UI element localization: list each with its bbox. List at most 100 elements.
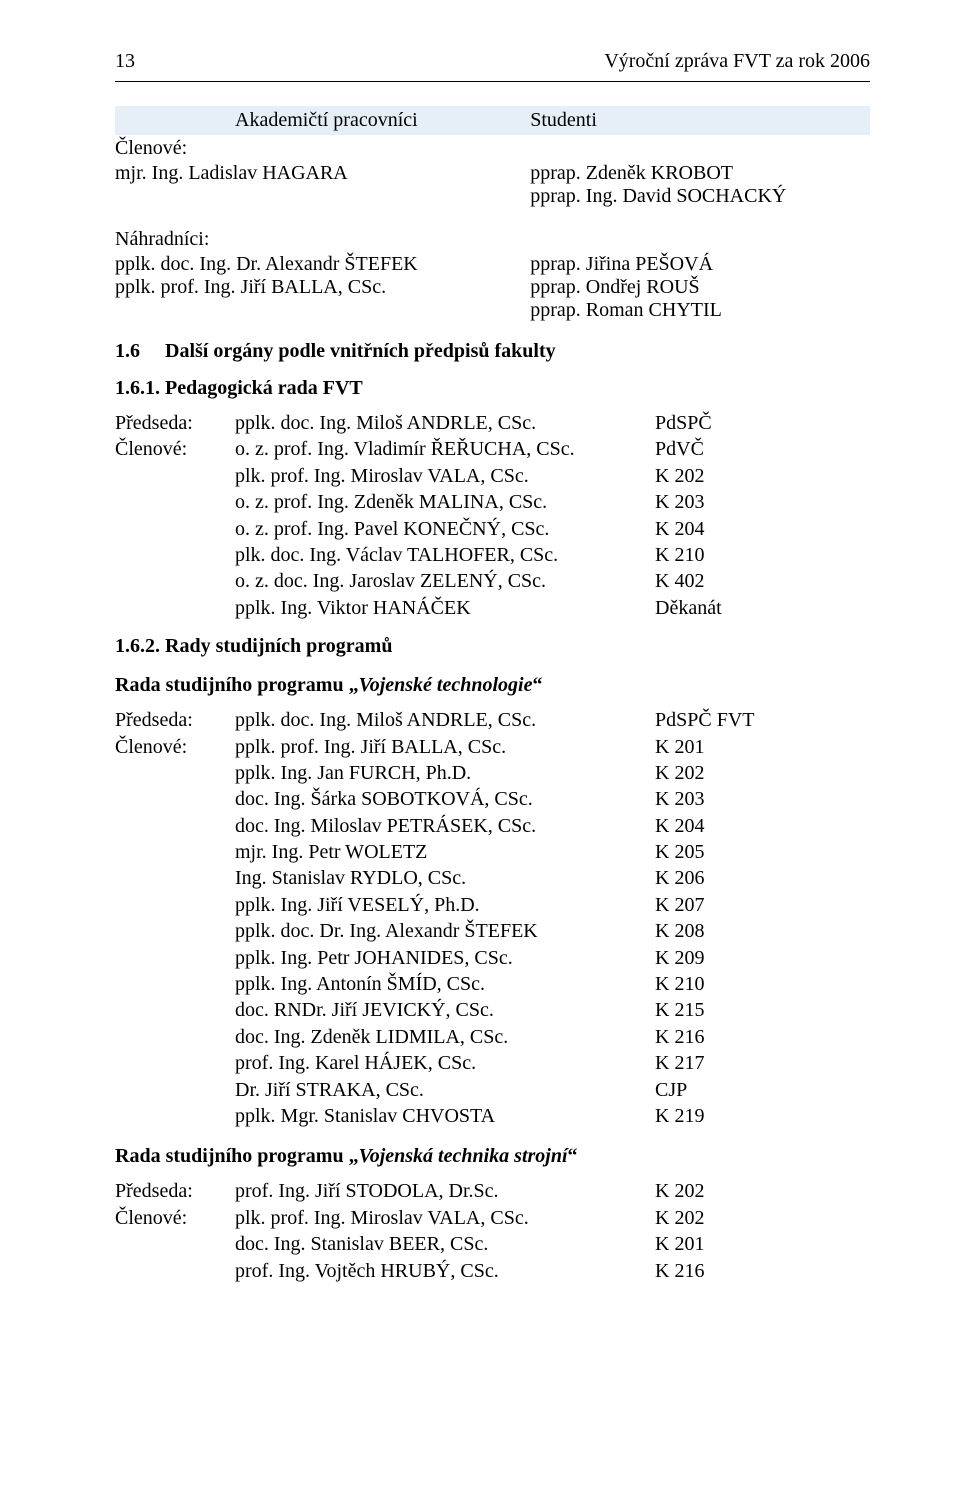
table-row: pplk. doc. Dr. Ing. Alexandr ŠTEFEKK 208 [115, 918, 870, 944]
program-vts-title: Rada studijního programu „Vojenská techn… [115, 1145, 870, 1168]
person: pplk. Mgr. Stanislav CHVOSTA [235, 1103, 655, 1129]
section-title: Další orgány podle vnitřních předpisů fa… [165, 340, 870, 363]
dept: K 201 [655, 1231, 815, 1257]
table-row: Dr. Jiří STRAKA, CSc.CJP [115, 1077, 870, 1103]
table-row: prof. Ing. Karel HÁJEK, CSc.K 217 [115, 1050, 870, 1076]
section-number: 1.6 [115, 340, 165, 363]
dept: K 217 [655, 1050, 815, 1076]
section-1-6-1: 1.6.1. Pedagogická rada FVT [115, 377, 870, 400]
dept: K 202 [655, 760, 815, 786]
substitutes-label: Náhradníci: [115, 228, 870, 251]
section-1-6-2: 1.6.2. Rady studijních programů [115, 635, 870, 658]
members-block: mjr. Ing. Ladislav HAGARA pprap. Zdeněk … [115, 162, 870, 208]
person: doc. Ing. Stanislav BEER, CSc. [235, 1231, 655, 1257]
person: o. z. prof. Ing. Zdeněk MALINA, CSc. [235, 489, 655, 515]
header-title: Výroční zpráva FVT za rok 2006 [604, 50, 870, 73]
dept: K 203 [655, 786, 815, 812]
role-label: Předseda: [115, 707, 235, 733]
person: prof. Ing. Karel HÁJEK, CSc. [235, 1050, 655, 1076]
title-suffix: “ [568, 1145, 578, 1167]
table-row: plk. doc. Ing. Václav TALHOFER, CSc.K 21… [115, 542, 870, 568]
table-row: pplk. Ing. Jiří VESELÝ, Ph.D.K 207 [115, 892, 870, 918]
dept: PdSPČ [655, 410, 815, 436]
table-row: pplk. Ing. Jan FURCH, Ph.D.K 202 [115, 760, 870, 786]
sub-right: pprap. Roman CHYTIL [530, 299, 870, 322]
person: pplk. Ing. Jiří VESELÝ, Ph.D. [235, 892, 655, 918]
section-1-6: 1.6 Další orgány podle vnitřních předpis… [115, 340, 870, 363]
table-row: doc. Ing. Miloslav PETRÁSEK, CSc.K 204 [115, 813, 870, 839]
table-row: mjr. Ing. Petr WOLETZK 205 [115, 839, 870, 865]
banner-right: Studenti [530, 109, 870, 132]
dept: K 203 [655, 489, 815, 515]
dept: K 204 [655, 516, 815, 542]
person: Ing. Stanislav RYDLO, CSc. [235, 865, 655, 891]
member-right: pprap. Ing. David SOCHACKÝ [530, 185, 870, 208]
dept: K 202 [655, 1178, 815, 1204]
substitutes-block: pplk. doc. Ing. Dr. Alexandr ŠTEFEK pplk… [115, 253, 870, 322]
table-row: Členové: pplk. prof. Ing. Jiří BALLA, CS… [115, 734, 870, 760]
sub-left: pplk. prof. Ing. Jiří BALLA, CSc. [115, 276, 530, 299]
person: o. z. prof. Ing. Pavel KONEČNÝ, CSc. [235, 516, 655, 542]
dept: K 205 [655, 839, 815, 865]
dept: K 210 [655, 542, 815, 568]
table-row: pplk. Mgr. Stanislav CHVOSTAK 219 [115, 1103, 870, 1129]
dept: PdVČ [655, 436, 815, 462]
dept: K 216 [655, 1024, 815, 1050]
member-right: pprap. Zdeněk KROBOT [530, 162, 870, 185]
person: pplk. doc. Ing. Miloš ANDRLE, CSc. [235, 410, 655, 436]
dept: K 210 [655, 971, 815, 997]
dept: K 202 [655, 463, 815, 489]
dept: K 215 [655, 997, 815, 1023]
table-row: o. z. prof. Ing. Zdeněk MALINA, CSc.K 20… [115, 489, 870, 515]
page-number: 13 [115, 50, 135, 73]
dept: K 207 [655, 892, 815, 918]
person: pplk. Ing. Petr JOHANIDES, CSc. [235, 945, 655, 971]
table-row: pplk. Ing. Viktor HANÁČEKDěkanát [115, 595, 870, 621]
dept: CJP [655, 1077, 815, 1103]
dept: K 204 [655, 813, 815, 839]
table-row: Ing. Stanislav RYDLO, CSc.K 206 [115, 865, 870, 891]
member-left: mjr. Ing. Ladislav HAGARA [115, 162, 530, 185]
person: pplk. doc. Dr. Ing. Alexandr ŠTEFEK [235, 918, 655, 944]
person: pplk. prof. Ing. Jiří BALLA, CSc. [235, 734, 655, 760]
title-name: Vojenská technika strojní [359, 1145, 568, 1167]
title-name: Vojenské technologie [359, 674, 533, 696]
sub-left: pplk. doc. Ing. Dr. Alexandr ŠTEFEK [115, 253, 530, 276]
person: doc. RNDr. Jiří JEVICKÝ, CSc. [235, 997, 655, 1023]
table-row: plk. prof. Ing. Miroslav VALA, CSc.K 202 [115, 463, 870, 489]
person: Dr. Jiří STRAKA, CSc. [235, 1077, 655, 1103]
table-row: Předseda: pplk. doc. Ing. Miloš ANDRLE, … [115, 707, 870, 733]
role-label: Předseda: [115, 410, 235, 436]
table-row: o. z. doc. Ing. Jaroslav ZELENÝ, CSc.K 4… [115, 568, 870, 594]
dept: K 202 [655, 1205, 815, 1231]
table-row: pplk. Ing. Antonín ŠMÍD, CSc.K 210 [115, 971, 870, 997]
person: mjr. Ing. Petr WOLETZ [235, 839, 655, 865]
dept: K 216 [655, 1258, 815, 1284]
person: pplk. doc. Ing. Miloš ANDRLE, CSc. [235, 707, 655, 733]
role-label: Členové: [115, 734, 235, 760]
person: plk. doc. Ing. Václav TALHOFER, CSc. [235, 542, 655, 568]
table-row: doc. RNDr. Jiří JEVICKÝ, CSc.K 215 [115, 997, 870, 1023]
dept: K 219 [655, 1103, 815, 1129]
title-prefix: Rada studijního programu „ [115, 674, 359, 696]
title-suffix: “ [532, 674, 542, 696]
person: plk. prof. Ing. Miroslav VALA, CSc. [235, 463, 655, 489]
dept: PdSPČ FVT [655, 707, 815, 733]
dept: Děkanát [655, 595, 815, 621]
header: 13 Výroční zpráva FVT za rok 2006 [115, 50, 870, 82]
banner-left: Akademičtí pracovníci [115, 109, 530, 132]
sub-right: pprap. Ondřej ROUŠ [530, 276, 870, 299]
table-row: Členové: plk. prof. Ing. Miroslav VALA, … [115, 1205, 870, 1231]
page: 13 Výroční zpráva FVT za rok 2006 Akadem… [0, 0, 960, 1509]
dept: K 208 [655, 918, 815, 944]
role-label: Členové: [115, 1205, 235, 1231]
person: prof. Ing. Jiří STODOLA, Dr.Sc. [235, 1178, 655, 1204]
sub-right: pprap. Jiřina PEŠOVÁ [530, 253, 870, 276]
program-vt-title: Rada studijního programu „Vojenské techn… [115, 674, 870, 697]
table-row: Předseda: prof. Ing. Jiří STODOLA, Dr.Sc… [115, 1178, 870, 1204]
table-row: pplk. Ing. Petr JOHANIDES, CSc.K 209 [115, 945, 870, 971]
person: doc. Ing. Miloslav PETRÁSEK, CSc. [235, 813, 655, 839]
table-row: Předseda: pplk. doc. Ing. Miloš ANDRLE, … [115, 410, 870, 436]
dept: K 206 [655, 865, 815, 891]
dept: K 402 [655, 568, 815, 594]
